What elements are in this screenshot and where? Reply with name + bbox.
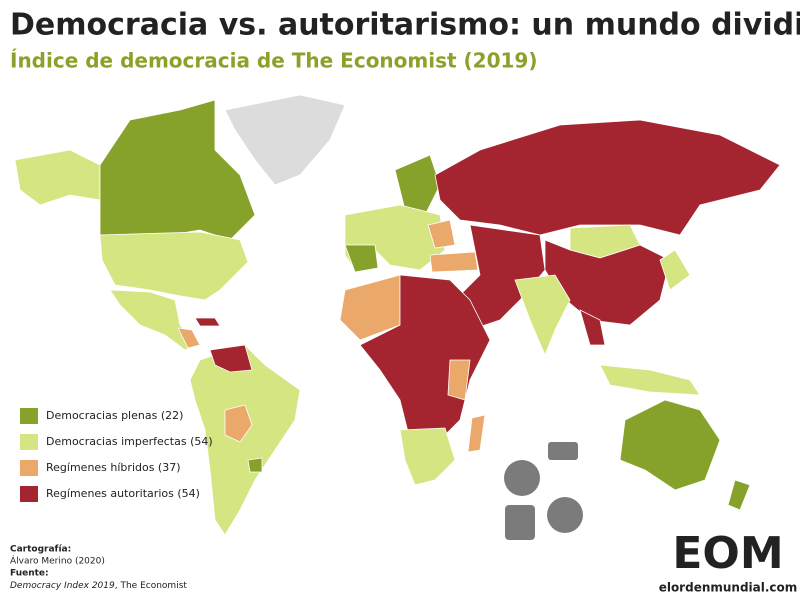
uruguay [247, 457, 263, 473]
mexico [109, 289, 196, 351]
alaska [14, 149, 101, 206]
east-africa [447, 359, 471, 401]
legend-label: Regímenes autoritarios (54) [46, 487, 200, 500]
legend-swatch [20, 434, 38, 450]
venezuela [209, 344, 253, 373]
icon-cross [547, 497, 583, 533]
new-zealand [727, 479, 751, 511]
source-label: Fuente: [10, 569, 49, 579]
japan [659, 249, 691, 291]
legend-label: Democracias imperfectas (54) [46, 435, 213, 448]
icon-hand [505, 505, 535, 540]
title: Democracia vs. autoritarismo: un mundo d… [10, 8, 800, 43]
source-title: Democracy Index 2019 [10, 581, 115, 591]
india [514, 274, 571, 357]
bolivia [224, 404, 253, 443]
legend-label: Regímenes híbridos (37) [46, 461, 181, 474]
subtitle: Índice de democracia de The Economist (2… [10, 49, 537, 73]
indonesia [599, 364, 701, 396]
central-america [177, 327, 201, 349]
logo: EOM [672, 528, 783, 579]
middle-east [454, 224, 546, 331]
legend-swatch [20, 486, 38, 502]
illustration [504, 442, 583, 540]
credit-author: Álvaro Merino (2020) [10, 555, 105, 567]
legend: Democracias plenas (22) Democracias imper… [20, 408, 213, 502]
legend-swatch [20, 460, 38, 476]
australia [619, 399, 721, 491]
icon-check [504, 460, 540, 496]
source: Democracy Index 2019, The Economist [10, 581, 187, 591]
world-map [14, 94, 781, 536]
ukraine [427, 219, 456, 249]
madagascar [467, 414, 486, 453]
southern-africa [399, 427, 456, 486]
iberia [344, 244, 379, 273]
usa [99, 231, 249, 301]
source-rest: , The Economist [115, 581, 188, 591]
indochina [579, 309, 606, 346]
north-west-africa [339, 274, 401, 341]
credit-label: Cartografía: [10, 545, 71, 555]
greenland [224, 94, 346, 186]
legend-label: Democracias plenas (22) [46, 409, 183, 422]
cuba [194, 317, 221, 327]
south-america [189, 344, 301, 536]
legend-swatch [20, 408, 38, 424]
russia [434, 119, 781, 236]
logo-url: elordenmundial.com [659, 581, 798, 595]
icon-cuff [548, 442, 578, 460]
scandinavia [394, 154, 441, 216]
turkey [429, 251, 479, 273]
